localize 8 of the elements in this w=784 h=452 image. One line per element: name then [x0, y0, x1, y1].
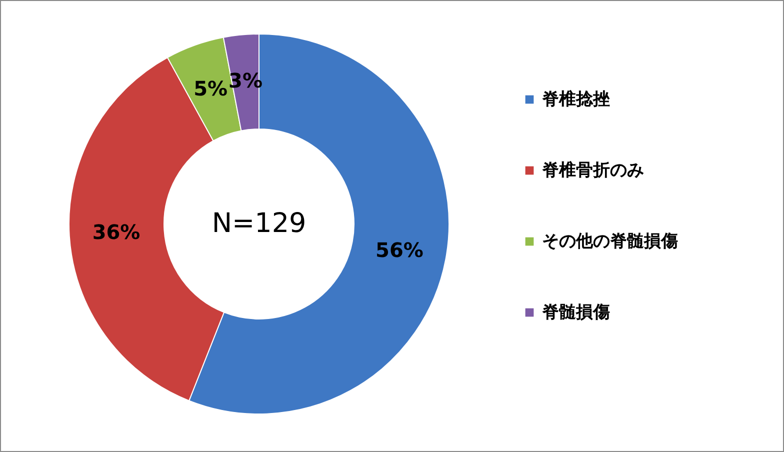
- legend-label: 脊髄損傷: [542, 302, 610, 322]
- text: N=129: [212, 208, 306, 239]
- legend-label: その他の脊髄損傷: [542, 232, 678, 252]
- data-label: 5%: [194, 76, 228, 100]
- data-label: 56%: [376, 238, 424, 262]
- legend-label: 脊椎骨折のみ: [542, 160, 644, 180]
- legend-label: 脊椎捻挫: [542, 90, 610, 110]
- data-label: 36%: [92, 220, 140, 244]
